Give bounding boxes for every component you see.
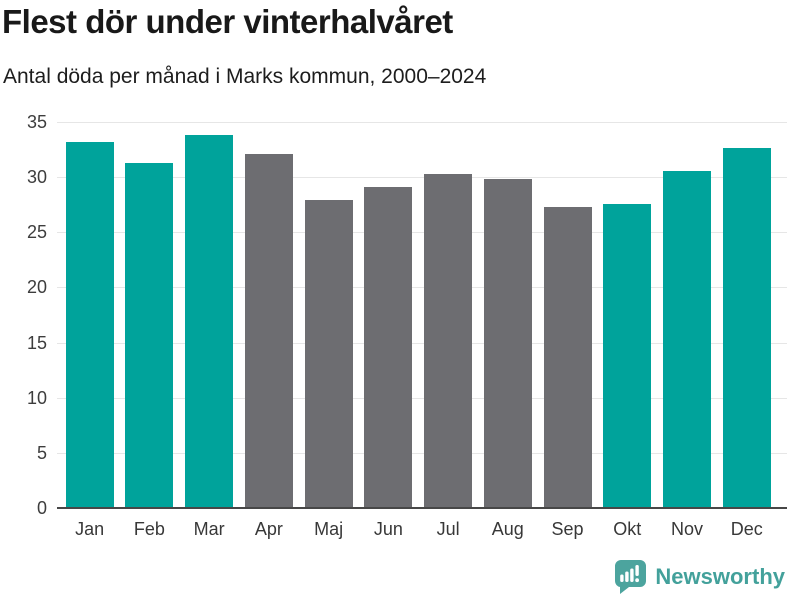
bar-nov [663, 170, 711, 508]
x-axis-tick-label: Dec [730, 519, 763, 539]
x-axis-line [57, 507, 787, 509]
bar-jan [65, 141, 114, 508]
gridline-y35 [57, 122, 787, 123]
x-axis-tick-label: Apr [254, 519, 283, 539]
y-axis-tick-label: 0 [36, 498, 47, 518]
x-axis-tick-label: Maj [314, 519, 344, 539]
gridline-y5 [57, 452, 787, 454]
bar-dec [722, 148, 771, 508]
y-axis-tick-label: 10 [26, 387, 47, 408]
x-axis-tick-label: Okt [613, 519, 642, 539]
chart-title: Flest dör under vinterhalvåret [2, 3, 453, 40]
gridline-y25 [57, 232, 787, 234]
x-axis-tick-label: Jul [436, 519, 460, 539]
brand-logo: Newsworthy [613, 559, 785, 594]
x-axis-tick-label: Jun [373, 519, 403, 539]
y-axis-tick-label: 20 [26, 277, 47, 298]
x-axis-tick-label: Feb [133, 519, 165, 539]
gridline-y10 [57, 397, 787, 399]
x-axis-tick-label: Jan [75, 519, 105, 539]
bar-jun [364, 187, 413, 508]
bar-aug [483, 179, 532, 508]
brand-name: Newsworthy [655, 563, 785, 589]
y-axis-tick-label: 30 [26, 167, 47, 188]
y-axis-tick-label: 25 [26, 222, 47, 243]
gridline-y30 [57, 177, 787, 179]
bar-mar [185, 135, 234, 508]
chart-subtitle: Antal döda per månad i Marks kommun, 200… [3, 65, 487, 88]
plot-area: Jan Feb Mar Apr Maj Jun Jul Aug Sep Okt Nov Dec [57, 122, 787, 539]
bar-feb [125, 162, 174, 508]
x-axis-tick-label: Sep [551, 519, 584, 539]
y-tick-labels: 0 5 10 15 20 25 30 35 [0, 112, 47, 518]
bar-sep [543, 206, 592, 508]
bar-jul [424, 173, 473, 508]
y-axis-tick-label: 35 [26, 112, 47, 132]
x-axis-tick-label: Aug [491, 519, 524, 539]
x-axis-tick-label: Nov [670, 519, 703, 539]
x-axis-tick-label: Mar [193, 519, 225, 539]
gridline-y15 [57, 342, 787, 344]
bar-apr [244, 153, 293, 508]
y-axis-tick-label: 5 [36, 442, 47, 463]
y-axis-tick-label: 15 [26, 332, 47, 353]
bar-maj [304, 200, 353, 508]
bar-okt [603, 203, 652, 508]
gridline-y20 [57, 287, 787, 289]
bar-chart-speech-bubble-icon [615, 560, 647, 594]
